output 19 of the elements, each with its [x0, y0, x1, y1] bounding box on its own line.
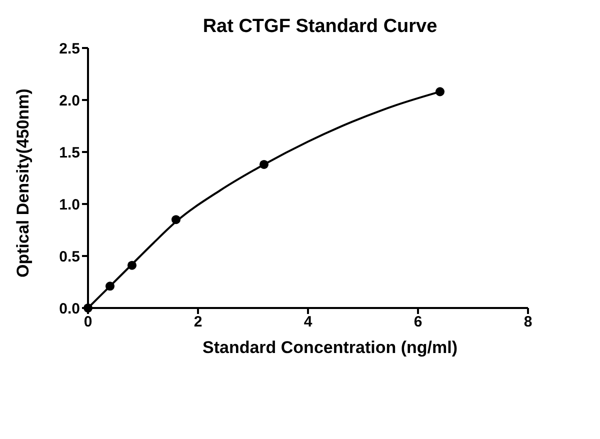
x-tick-label: 0: [84, 314, 92, 331]
point: [259, 160, 269, 169]
x-tick-label: 4: [304, 314, 313, 331]
chart-title: Rat CTGF Standard Curve: [202, 16, 438, 38]
point: [171, 215, 181, 224]
y-tick-label: 2.0: [59, 92, 80, 110]
point: [105, 282, 115, 291]
y-tick-label: 1.5: [59, 144, 80, 162]
y-axis-title: Optical Density(450nm): [13, 88, 33, 278]
y-tick-label: 0.0: [59, 300, 80, 318]
y-tick-label: 2.5: [59, 40, 80, 58]
point: [127, 260, 137, 270]
x-tick-label: 2: [194, 314, 202, 331]
point: [435, 87, 445, 96]
x-axis-title: Standard Concentration (ng/ml): [202, 338, 458, 358]
y-tick-label: 0.5: [59, 248, 80, 266]
x-tick-label: 6: [414, 314, 422, 331]
y-tick-label: 1.0: [59, 196, 80, 214]
x-tick-label: 8: [524, 314, 532, 331]
